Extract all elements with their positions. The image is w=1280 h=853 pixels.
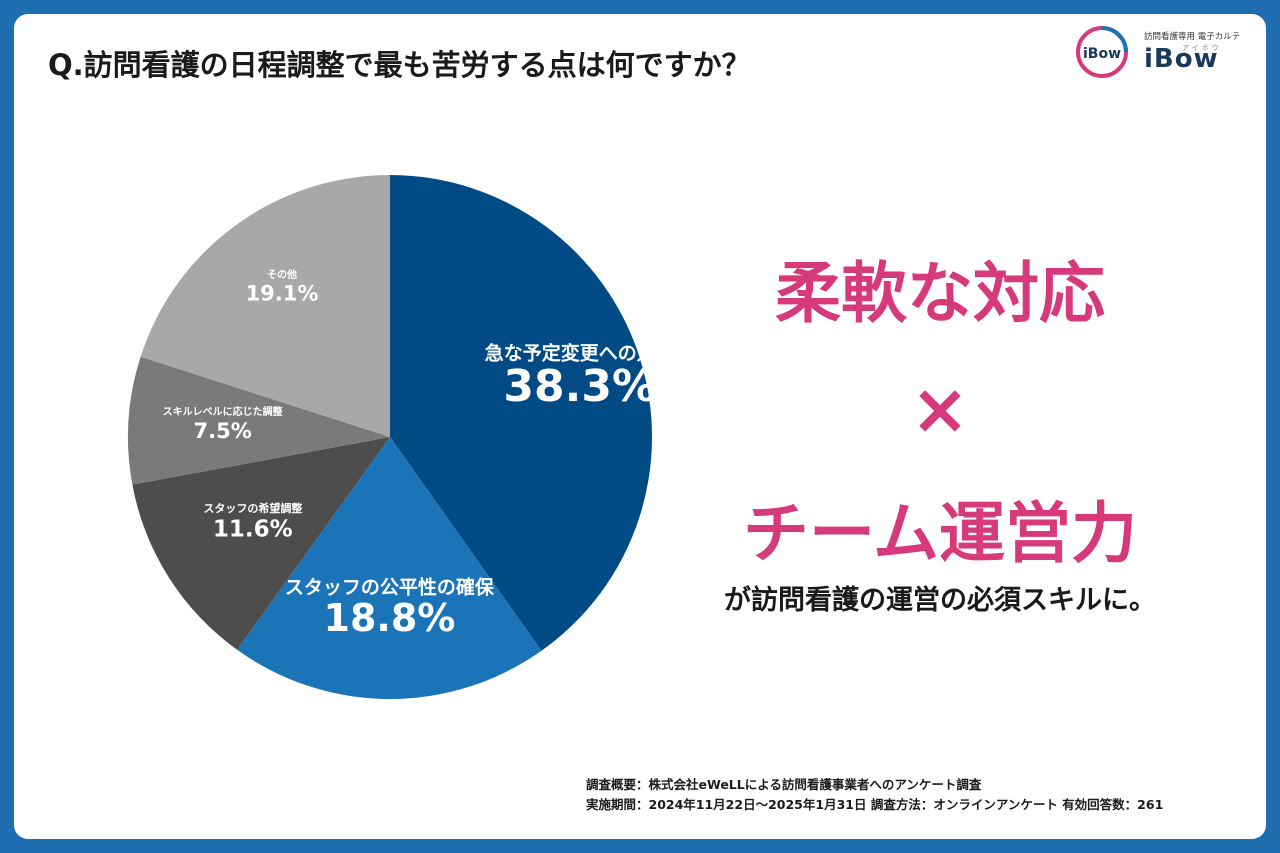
pie-slice-label-2: スタッフの希望調整 [203, 501, 302, 515]
pie-slice-label-1: スタッフの公平性の確保 [285, 575, 495, 598]
pie-slice-value-0: 38.3% [503, 361, 656, 412]
logo-badge-text: iBow [1083, 46, 1121, 62]
pie-slice-label-3: スキルレベルに応じた調整 [163, 405, 283, 418]
pie-slice-2 [132, 437, 390, 650]
pie-slice-0 [390, 175, 653, 651]
headline-team-management: チーム運営力 [742, 495, 1138, 572]
headline-tagline: が訪問看護の運営の必須スキルに。 [724, 585, 1156, 616]
survey-period: 実施期間：2024年11月22日～2025年1月31日 調査方法：オンラインアン… [586, 797, 1164, 812]
survey-notes: 調査概要：株式会社eWeLLによる訪問看護事業者へのアンケート調査 実施期間：2… [586, 775, 1163, 815]
logo-subtitle: 訪問看護専用 電子カルテ [1144, 32, 1241, 42]
headline-cross: × [910, 368, 970, 450]
pie-slice-value-4: 19.1% [246, 281, 319, 305]
logo-word: iBow [1144, 44, 1219, 74]
pie-slice-label-0: 急な予定変更への対応 [485, 342, 675, 365]
question-title: Q.訪問看護の日程調整で最も苦労する点は何ですか？ [48, 48, 751, 82]
logo-kana: アイボウ [1182, 44, 1222, 52]
pie-slice-3 [127, 356, 390, 485]
pie-slice-value-1: 18.8% [324, 596, 456, 640]
pie-slice-4 [140, 175, 390, 437]
pie-slice-value-2: 11.6% [213, 517, 293, 543]
headline-flexible-response: 柔軟な対応 [775, 255, 1105, 332]
survey-overview: 調査概要：株式会社eWeLLによる訪問看護事業者へのアンケート調査 [586, 777, 982, 792]
pie-slice-1 [237, 437, 542, 699]
pie-slice-value-3: 7.5% [194, 419, 252, 443]
logo-badge-icon: iBow [1076, 26, 1128, 78]
pie-slice-label-4: その他 [267, 268, 297, 281]
ibow-logo: iBow 訪問看護専用 電子カルテ アイボウ iBow [1072, 22, 1242, 82]
